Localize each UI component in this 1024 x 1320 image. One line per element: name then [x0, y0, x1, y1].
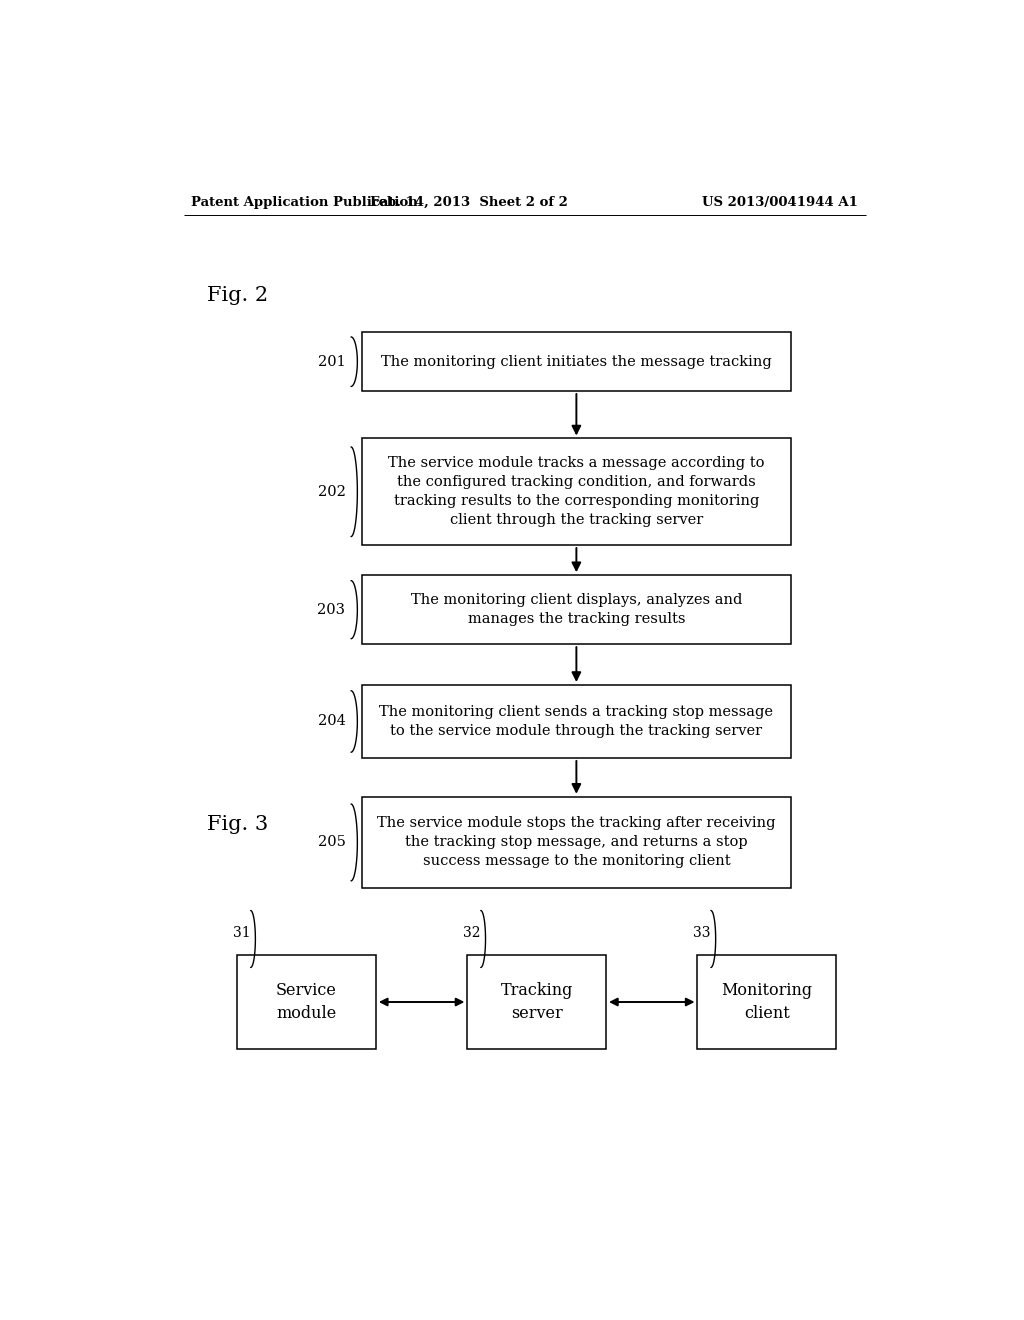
Bar — [362, 685, 791, 758]
Text: 203: 203 — [317, 603, 345, 616]
Text: 204: 204 — [317, 714, 345, 729]
Text: 201: 201 — [317, 355, 345, 368]
Text: 32: 32 — [463, 925, 481, 940]
Text: The monitoring client sends a tracking stop message
to the service module throug: The monitoring client sends a tracking s… — [379, 705, 773, 738]
Text: Monitoring
client: Monitoring client — [721, 982, 812, 1022]
Text: 202: 202 — [317, 484, 345, 499]
Text: Fig. 3: Fig. 3 — [207, 814, 268, 834]
Bar — [362, 333, 791, 391]
Bar — [362, 438, 791, 545]
Text: Service
module: Service module — [276, 982, 337, 1022]
Text: The service module tracks a message according to
the configured tracking conditi: The service module tracks a message acco… — [388, 457, 765, 527]
Text: US 2013/0041944 A1: US 2013/0041944 A1 — [702, 195, 858, 209]
Text: Feb. 14, 2013  Sheet 2 of 2: Feb. 14, 2013 Sheet 2 of 2 — [371, 195, 568, 209]
Text: The service module stops the tracking after receiving
the tracking stop message,: The service module stops the tracking af… — [377, 817, 775, 869]
Bar — [362, 797, 791, 888]
Bar — [238, 956, 376, 1049]
Text: The monitoring client displays, analyzes and
manages the tracking results: The monitoring client displays, analyzes… — [411, 593, 742, 626]
Bar — [467, 956, 606, 1049]
Text: 33: 33 — [693, 925, 711, 940]
Bar — [362, 576, 791, 644]
Bar — [697, 956, 837, 1049]
Text: Tracking
server: Tracking server — [501, 982, 572, 1022]
Text: Fig. 2: Fig. 2 — [207, 286, 268, 305]
Text: Patent Application Publication: Patent Application Publication — [191, 195, 418, 209]
Text: 31: 31 — [233, 925, 251, 940]
Text: The monitoring client initiates the message tracking: The monitoring client initiates the mess… — [381, 355, 772, 368]
Text: 205: 205 — [317, 836, 345, 850]
